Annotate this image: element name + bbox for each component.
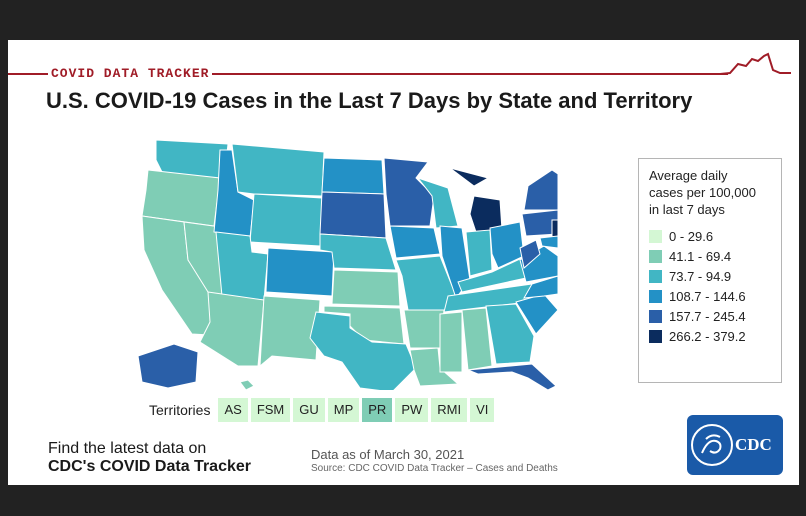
legend-label: 73.7 - 94.9 [669,268,732,284]
territories-label: Territories [149,402,211,418]
legend-title-line: Average daily [649,168,728,183]
legend-label: 0 - 29.6 [669,228,714,244]
legend-item: 157.7 - 245.4 [649,306,771,326]
legend-swatch [649,229,662,243]
territories-row: Territories AS FSM GU MP PR PW RMI VI [149,398,497,422]
state-in [465,229,493,277]
state-oh [489,221,525,269]
territory-mp: MP [327,398,360,422]
territory-gu: GU [293,398,325,422]
legend-item: 266.2 - 379.2 [649,326,771,346]
state-nm [259,295,321,368]
legend-item: 73.7 - 94.9 [649,266,771,286]
infographic-card: COVID DATA TRACKER U.S. COVID-19 Cases i… [8,40,799,485]
legend-swatch [649,249,662,263]
legend: Average daily cases per 100,000 in last … [638,158,782,383]
cta-line-2[interactable]: CDC's COVID Data Tracker [48,458,251,475]
state-sd [319,191,387,239]
state-ar [403,309,445,349]
state-hi [239,379,255,390]
state-ia [389,225,441,259]
state-mn [383,157,435,227]
legend-label: 108.7 - 144.6 [669,288,746,304]
legend-label: 266.2 - 379.2 [669,328,746,344]
cdc-logo-text: CDC [735,435,772,454]
state-nd [321,157,385,195]
sparkline-decoration [720,52,791,75]
page-title: U.S. COVID-19 Cases in the Last 7 Days b… [46,88,693,113]
state-mt [231,143,325,197]
territory-pr: PR [362,398,393,422]
state-nc [523,275,558,299]
cdc-logo: CDC [687,415,783,475]
territory-pw: PW [395,398,429,422]
state-al [461,307,493,371]
legend-title-line: in last 7 days [649,202,725,217]
state-co [265,247,335,297]
legend-item: 41.1 - 69.4 [649,246,771,266]
data-as-of: Data as of March 30, 2021 [311,447,465,462]
data-source: Source: CDC COVID Data Tracker – Cases a… [311,463,558,474]
state-ks [331,269,401,307]
territory-rmi: RMI [431,398,468,422]
state-ms [439,311,463,373]
legend-label: 157.7 - 245.4 [669,308,746,324]
header-rule [8,73,728,75]
state-mi [449,167,503,233]
legend-swatch [649,269,662,283]
state-ne [319,233,397,271]
legend-item: 0 - 29.6 [649,226,771,246]
state-wv [519,239,541,269]
territory-vi: VI [470,398,495,422]
legend-swatch [649,289,662,303]
territory-fsm: FSM [250,398,291,422]
state-ak [137,343,199,389]
tracker-label: COVID DATA TRACKER [48,66,213,81]
cta-line-1: Find the latest data on [48,440,207,457]
state-la [409,347,460,387]
legend-item: 108.7 - 144.6 [649,286,771,306]
legend-label: 41.1 - 69.4 [669,248,732,264]
hhs-seal-icon [691,424,733,466]
state-wy [249,193,323,247]
legend-swatch [649,329,662,343]
state-md [539,235,558,249]
territory-as: AS [218,398,248,422]
state-ny [523,169,558,211]
legend-title-line: cases per 100,000 [649,185,756,200]
state-fl [467,363,557,390]
legend-title: Average daily cases per 100,000 in last … [649,167,771,218]
us-state-map [137,139,558,390]
state-ga [485,303,535,365]
legend-swatch [649,309,662,323]
state-az [199,291,265,367]
state-pa [521,209,558,237]
state-tx [309,311,417,390]
